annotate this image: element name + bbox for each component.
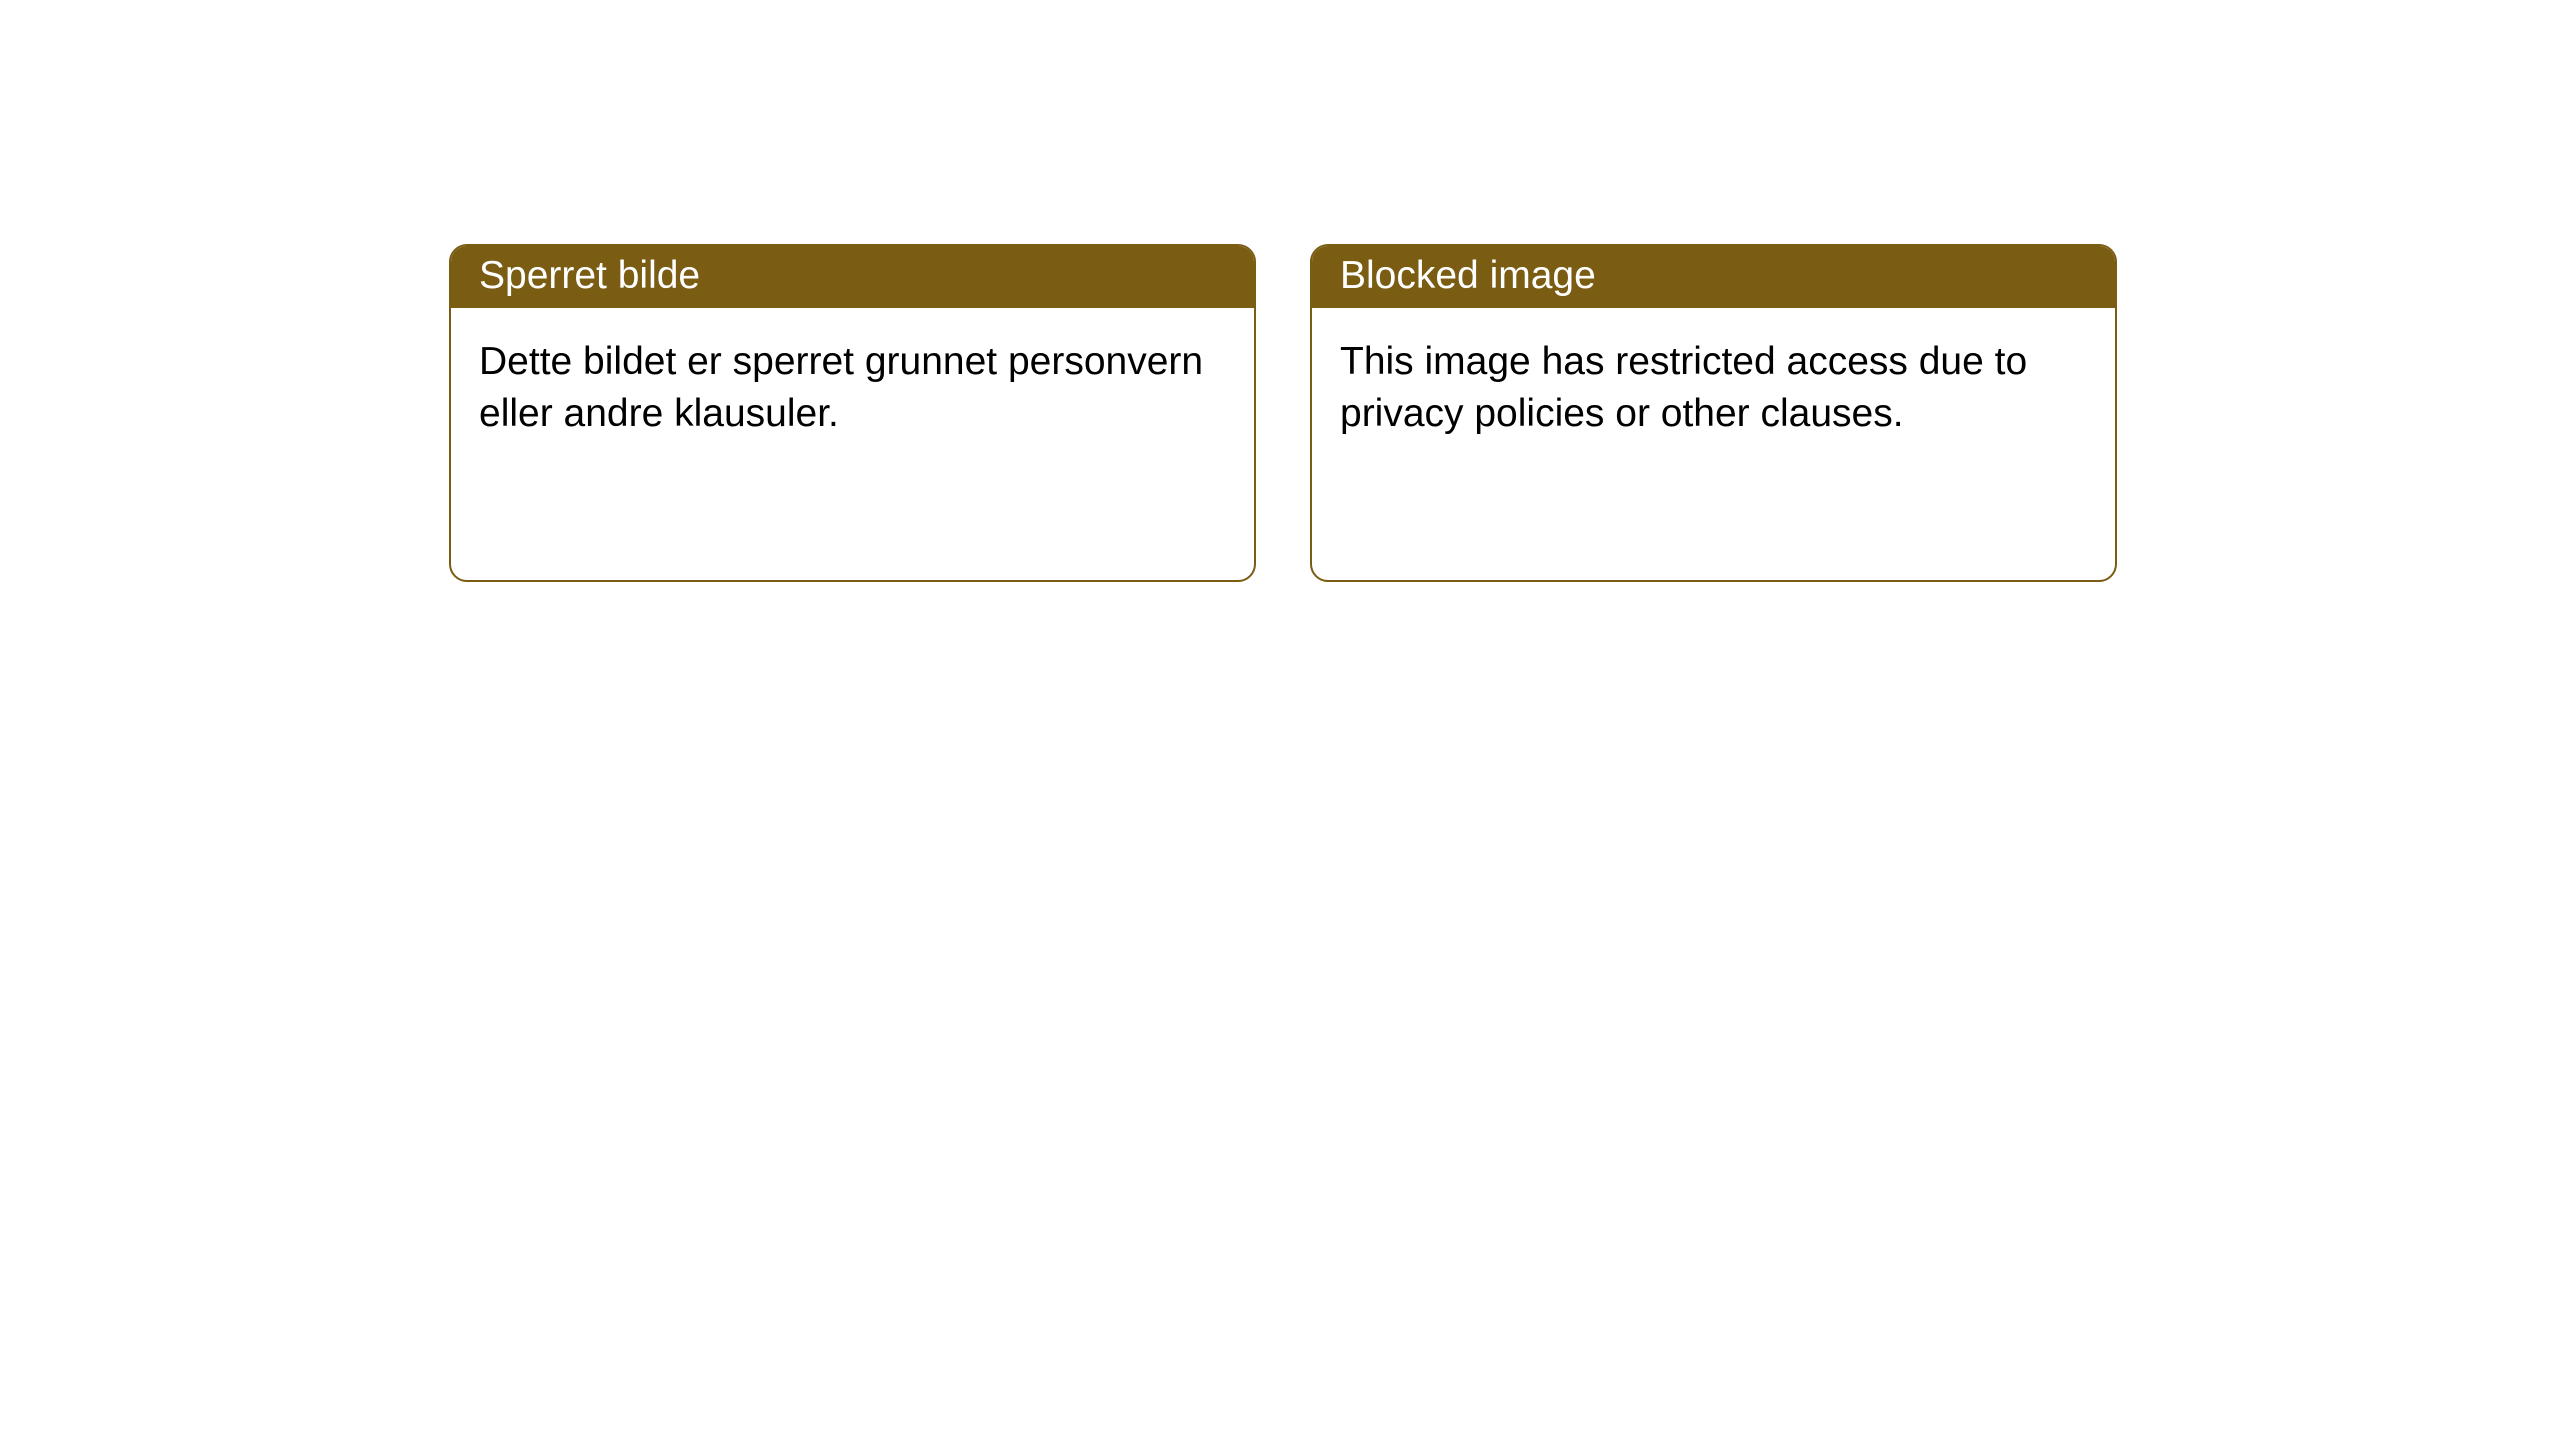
notice-container: Sperret bilde Dette bildet er sperret gr… [0, 0, 2560, 582]
notice-body: This image has restricted access due to … [1312, 308, 2115, 469]
notice-box-english: Blocked image This image has restricted … [1310, 244, 2117, 582]
notice-body: Dette bildet er sperret grunnet personve… [451, 308, 1254, 469]
notice-box-norwegian: Sperret bilde Dette bildet er sperret gr… [449, 244, 1256, 582]
notice-header: Blocked image [1312, 246, 2115, 308]
notice-header: Sperret bilde [451, 246, 1254, 308]
